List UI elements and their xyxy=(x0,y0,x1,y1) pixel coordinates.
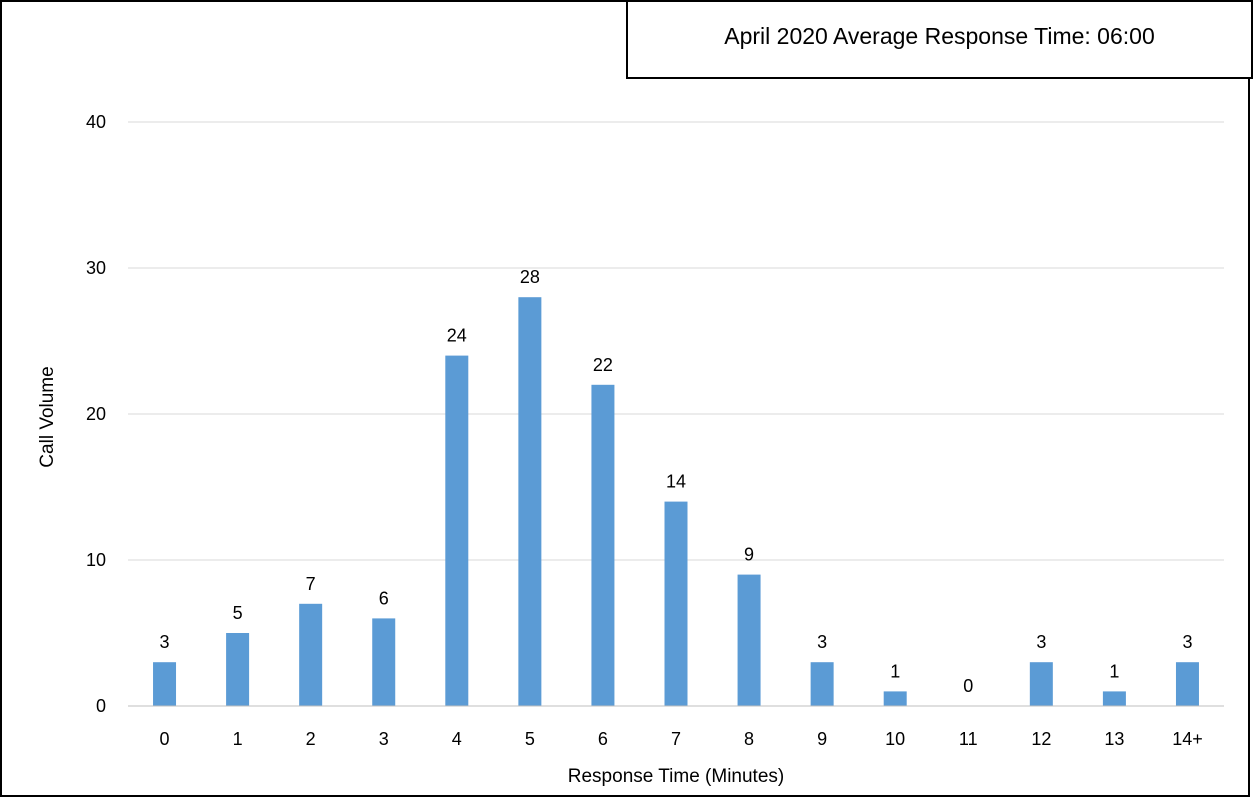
bar xyxy=(226,633,250,706)
data-label: 6 xyxy=(379,588,389,608)
x-tick-label: 8 xyxy=(744,729,754,749)
data-label: 3 xyxy=(817,632,827,652)
data-label: 28 xyxy=(520,267,540,287)
chart-title: April 2020 Average Response Time: 06:00 xyxy=(724,23,1155,49)
y-tick-label: 30 xyxy=(86,258,106,278)
data-label: 0 xyxy=(963,676,973,696)
data-label: 9 xyxy=(744,545,754,565)
x-tick-label: 12 xyxy=(1031,729,1051,749)
x-tick-label: 1 xyxy=(233,729,243,749)
bar xyxy=(737,574,761,706)
data-label: 14 xyxy=(666,472,686,492)
bar xyxy=(591,384,615,706)
x-axis-title: Response Time (Minutes) xyxy=(568,766,784,787)
data-label: 3 xyxy=(160,632,170,652)
y-tick-labels: 0 10 20 30 40 xyxy=(86,112,106,716)
bar xyxy=(664,501,688,706)
data-labels: 3 5 7 6 24 28 22 14 9 3 1 0 3 1 3 xyxy=(160,267,1193,696)
y-tick-label: 10 xyxy=(86,550,106,570)
y-tick-label: 20 xyxy=(86,404,106,424)
x-tick-label: 14+ xyxy=(1172,729,1203,749)
bar xyxy=(299,603,323,706)
data-label: 5 xyxy=(233,603,243,623)
data-label: 1 xyxy=(890,661,900,681)
x-tick-label: 6 xyxy=(598,729,608,749)
bar xyxy=(810,662,834,706)
data-label: 7 xyxy=(306,574,316,594)
x-tick-labels: 0 1 2 3 4 5 6 7 8 9 10 11 12 13 14+ xyxy=(160,729,1203,749)
bar xyxy=(1175,662,1199,706)
bar xyxy=(372,618,396,706)
bar xyxy=(883,691,907,706)
bars xyxy=(153,297,1199,706)
x-tick-label: 4 xyxy=(452,729,462,749)
bar xyxy=(1102,691,1126,706)
data-label: 3 xyxy=(1182,632,1192,652)
y-tick-label: 40 xyxy=(86,112,106,132)
data-label: 1 xyxy=(1109,661,1119,681)
x-tick-label: 2 xyxy=(306,729,316,749)
x-tick-label: 11 xyxy=(959,729,978,749)
x-tick-label: 10 xyxy=(885,729,905,749)
bar xyxy=(1029,662,1053,706)
y-tick-label: 0 xyxy=(96,696,106,716)
x-tick-label: 13 xyxy=(1104,729,1124,749)
x-tick-label: 7 xyxy=(671,729,681,749)
bar xyxy=(445,355,469,706)
bar xyxy=(153,662,177,706)
x-tick-label: 3 xyxy=(379,729,389,749)
data-label: 3 xyxy=(1036,632,1046,652)
x-tick-label: 9 xyxy=(817,729,827,749)
gridlines xyxy=(128,121,1224,561)
x-tick-label: 5 xyxy=(525,729,535,749)
data-label: 22 xyxy=(593,355,613,375)
chart-title-box: April 2020 Average Response Time: 06:00 xyxy=(626,0,1253,79)
data-label: 24 xyxy=(447,326,467,346)
bar xyxy=(518,297,542,706)
x-tick-label: 0 xyxy=(160,729,170,749)
y-axis-title: Call Volume xyxy=(37,366,58,467)
